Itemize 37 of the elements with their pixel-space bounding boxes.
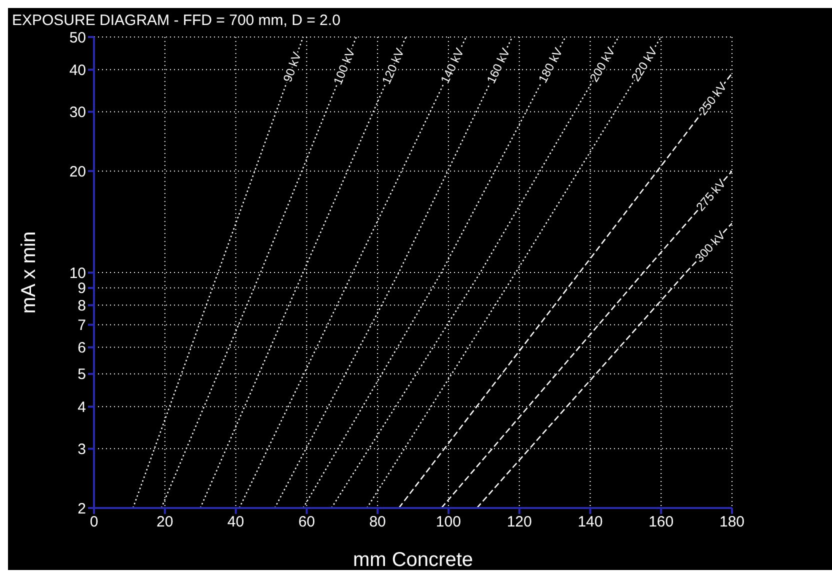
text: 90 kV xyxy=(280,50,304,84)
x-tick-label: 0 xyxy=(90,514,98,531)
x-axis-title: mm Concrete xyxy=(352,549,474,571)
y-tick-label: 10 xyxy=(69,264,86,282)
text: 120 kV xyxy=(379,46,407,86)
text: 100 kV xyxy=(330,46,358,87)
text: 300 kV xyxy=(692,228,728,266)
text: 275 kV xyxy=(693,176,729,214)
text: 140 kV xyxy=(438,46,467,86)
y-tick-label: 40 xyxy=(69,62,86,79)
y-tick-label: 8 xyxy=(78,297,86,314)
y-tick-label: 9 xyxy=(78,280,86,298)
y-tick-label: 4 xyxy=(78,398,86,416)
text: 160 kV xyxy=(484,46,513,86)
x-tick-label: 60 xyxy=(298,514,316,531)
y-tick-label: 5 xyxy=(78,366,86,384)
y-tick-label: 2 xyxy=(78,500,86,518)
x-tick-label: 140 xyxy=(578,514,603,531)
y-axis-title: mA x min xyxy=(18,231,40,314)
text: 250 kV xyxy=(696,80,730,118)
text: 200 kV xyxy=(586,44,618,84)
x-tick-label: 100 xyxy=(436,514,461,531)
x-tick-label: 160 xyxy=(648,514,674,531)
x-tick-label: 40 xyxy=(227,514,244,531)
y-tick-label: 30 xyxy=(69,104,86,122)
text: 220 kV xyxy=(628,44,660,84)
x-tick-label: 20 xyxy=(156,514,174,531)
x-tick-label: 120 xyxy=(506,514,532,531)
x-tick-label: 180 xyxy=(719,514,745,531)
chart-title: EXPOSURE DIAGRAM - FFD = 700 mm, D = 2.0 xyxy=(11,12,342,29)
y-tick-label: 20 xyxy=(69,163,86,180)
y-tick-label: 6 xyxy=(78,340,86,357)
text: 180 kV xyxy=(536,46,566,86)
y-tick-label: 50 xyxy=(69,29,86,46)
x-tick-label: 80 xyxy=(369,514,386,531)
y-tick-label: 3 xyxy=(78,440,86,458)
y-tick-label: 7 xyxy=(78,317,86,334)
